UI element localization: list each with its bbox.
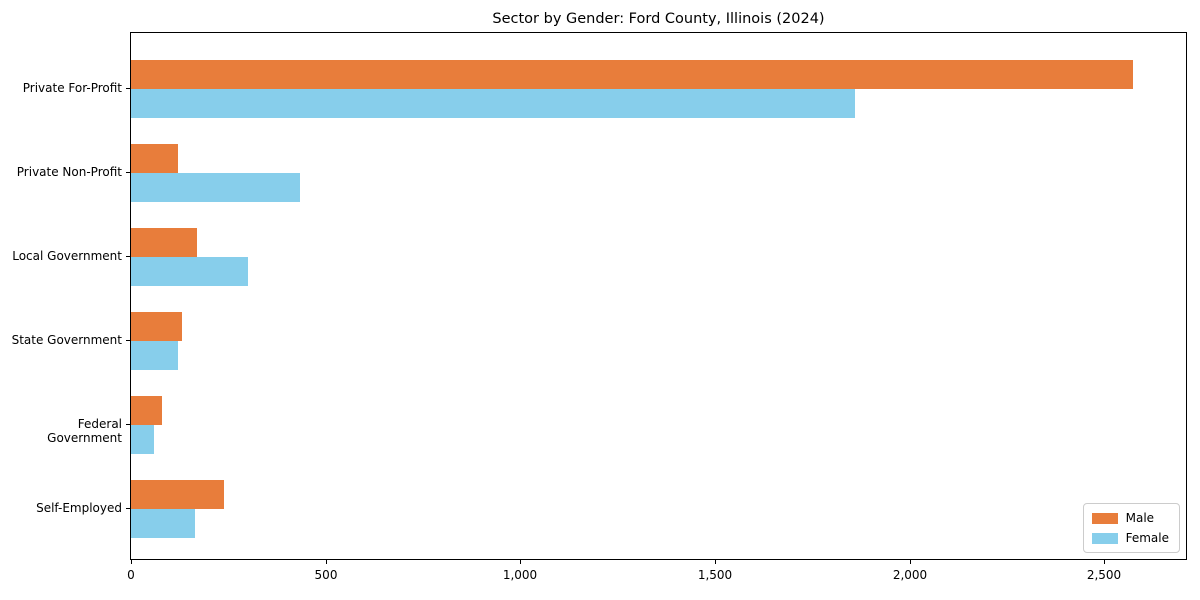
legend-entry-female: Female [1091, 531, 1169, 545]
legend-swatch-male [1091, 512, 1118, 524]
bar-female-2 [131, 257, 248, 286]
chart-title: Sector by Gender: Ford County, Illinois … [492, 11, 825, 27]
bar-female-3 [131, 341, 178, 370]
x-axis-tick [520, 560, 521, 564]
bar-male-3 [131, 312, 182, 341]
legend-entry-male: Male [1091, 511, 1169, 525]
y-axis-tick [126, 88, 130, 89]
y-axis-tick [126, 172, 130, 173]
x-axis-tick [131, 560, 132, 564]
x-axis-tick [910, 560, 911, 564]
y-axis-label: Private For-Profit [22, 81, 122, 95]
y-axis-tick [126, 508, 130, 509]
bar-male-1 [131, 144, 178, 173]
y-axis-tick [126, 340, 130, 341]
x-axis-tick [326, 560, 327, 564]
y-axis-label: Self-Employed [36, 501, 122, 515]
legend-swatch-female [1091, 532, 1118, 544]
bar-male-0 [131, 60, 1133, 89]
bar-male-5 [131, 480, 224, 509]
x-axis-label: 2,500 [1086, 568, 1122, 582]
legend-label-female: Female [1125, 531, 1169, 545]
plot-area [130, 32, 1187, 560]
x-axis-label: 500 [314, 568, 338, 582]
y-axis-label: Local Government [12, 249, 122, 263]
legend: Male Female [1082, 503, 1180, 553]
x-axis-label: 1,000 [502, 568, 538, 582]
x-axis-tick [715, 560, 716, 564]
x-axis-label: 0 [127, 568, 135, 582]
bar-male-2 [131, 228, 197, 257]
bar-female-5 [131, 509, 195, 538]
bar-male-4 [131, 396, 162, 425]
y-axis-label: State Government [11, 333, 122, 347]
x-axis-label: 2,000 [892, 568, 928, 582]
legend-label-male: Male [1125, 511, 1155, 525]
x-axis-label: 1,500 [697, 568, 733, 582]
x-axis-tick [1104, 560, 1105, 564]
y-axis-label: Private Non-Profit [16, 165, 122, 179]
y-axis-tick [126, 256, 130, 257]
bar-female-1 [131, 173, 300, 202]
y-axis-tick [126, 424, 130, 425]
bar-female-0 [131, 89, 855, 118]
bar-female-4 [131, 425, 154, 454]
y-axis-label: Federal Government [47, 417, 122, 445]
